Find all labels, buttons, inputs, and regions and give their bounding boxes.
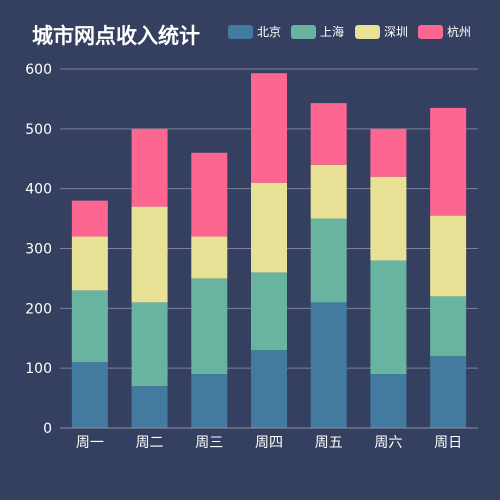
bar-segment[interactable]	[310, 164, 347, 219]
legend-label[interactable]: 深圳	[384, 25, 408, 39]
bar-segment[interactable]	[251, 350, 287, 428]
bar-segment[interactable]	[131, 386, 168, 428]
bar-segment[interactable]	[131, 128, 168, 207]
bar-segment[interactable]	[251, 73, 287, 183]
legend-label[interactable]: 上海	[320, 24, 344, 39]
x-tick-label: 周四	[255, 435, 283, 451]
bar-segment[interactable]	[370, 128, 407, 177]
bar-segment[interactable]	[370, 260, 407, 375]
bars	[71, 73, 467, 428]
x-tick-label: 周二	[136, 435, 164, 451]
x-tick-label: 周五	[315, 435, 343, 451]
x-tick-label: 周日	[434, 435, 462, 451]
bar-segment[interactable]	[430, 107, 467, 216]
bar-segment[interactable]	[71, 290, 108, 363]
legend-swatch[interactable]	[418, 25, 443, 39]
bar-segment[interactable]	[71, 236, 108, 291]
bar-segment[interactable]	[430, 356, 467, 428]
x-tick-label: 周三	[195, 435, 223, 451]
y-tick-label: 300	[25, 242, 52, 258]
legend-swatch[interactable]	[291, 25, 316, 39]
y-tick-label: 200	[25, 301, 52, 317]
legend-label[interactable]: 杭州	[447, 24, 471, 39]
chart-title: 城市网点收入统计	[32, 24, 200, 48]
bar-segment[interactable]	[71, 200, 108, 237]
bar-segment[interactable]	[191, 278, 228, 375]
legend-swatch[interactable]	[355, 25, 380, 39]
bar-segment[interactable]	[251, 182, 287, 273]
x-tick-label: 周六	[374, 435, 402, 451]
legend-label[interactable]: 北京	[257, 25, 281, 39]
bar-segment[interactable]	[191, 374, 228, 428]
bar-segment[interactable]	[310, 218, 347, 303]
bar-segment[interactable]	[251, 272, 287, 351]
bar-segment[interactable]	[370, 374, 407, 428]
bar-segment[interactable]	[430, 215, 467, 297]
bar-segment[interactable]	[71, 362, 108, 428]
bar-segment[interactable]	[131, 302, 168, 387]
bar-segment[interactable]	[310, 302, 347, 428]
x-tick-label: 周一	[76, 435, 104, 451]
bar-segment[interactable]	[191, 152, 228, 237]
y-tick-label: 0	[43, 421, 52, 437]
y-tick-label: 500	[25, 122, 52, 138]
y-tick-label: 100	[25, 361, 52, 377]
bar-segment[interactable]	[191, 236, 228, 279]
legend-swatch[interactable]	[228, 25, 253, 39]
y-tick-label: 400	[25, 182, 52, 198]
bar-segment[interactable]	[131, 206, 168, 303]
y-tick-label: 600	[25, 62, 52, 78]
bar-segment[interactable]	[430, 296, 467, 357]
bar-segment[interactable]	[370, 176, 407, 261]
legend: 北京 上海 深圳 杭州	[228, 24, 471, 39]
axes: 0 100 200 300 400 500 600 周一 周二 周三 周四 周五 周六 周日	[25, 62, 478, 451]
bar-segment[interactable]	[310, 103, 347, 165]
